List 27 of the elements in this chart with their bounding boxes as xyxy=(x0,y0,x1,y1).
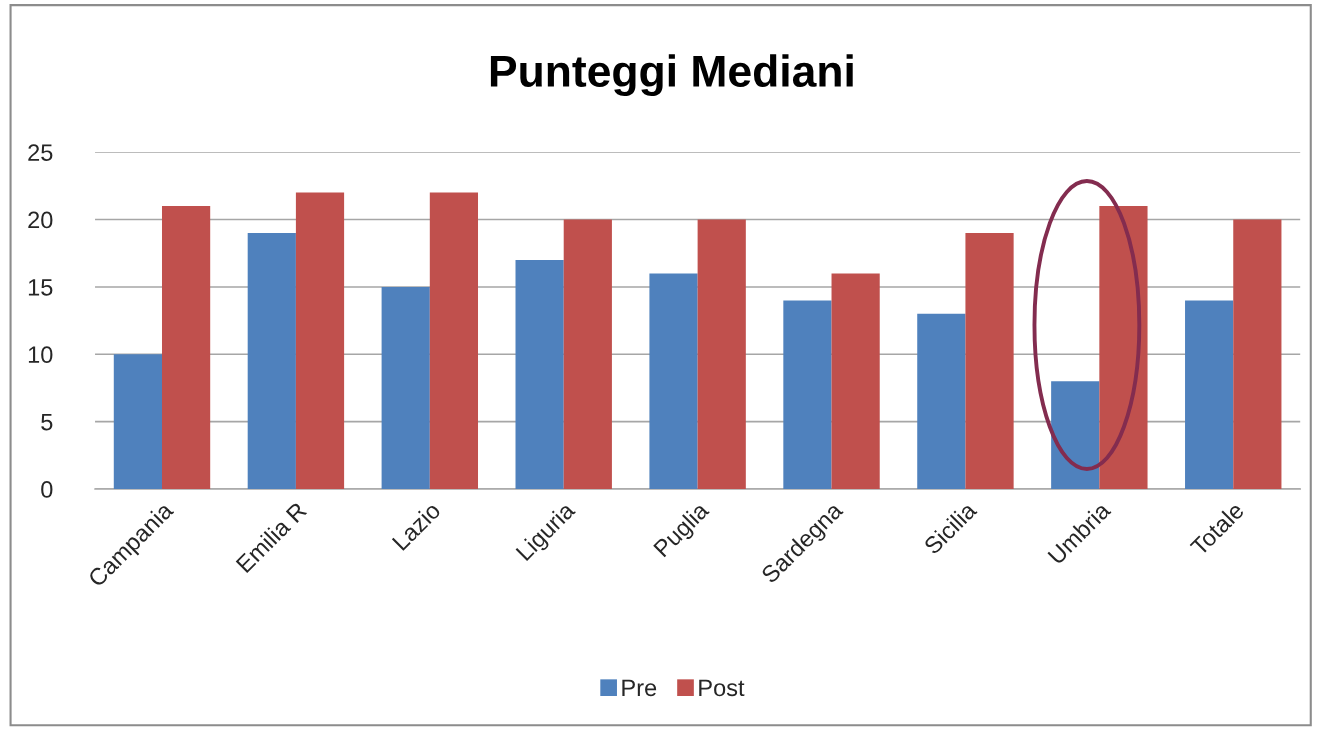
bar xyxy=(783,300,832,489)
legend-label: Pre xyxy=(622,679,657,697)
bar xyxy=(429,192,479,489)
bar xyxy=(113,354,162,489)
y-tick-label: 15 xyxy=(28,279,53,296)
y-tick-label: 0 xyxy=(41,481,53,498)
bar xyxy=(515,259,564,489)
y-tick-label: 20 xyxy=(28,211,53,229)
bar xyxy=(1185,300,1234,489)
bar xyxy=(563,219,612,489)
bar xyxy=(649,273,698,489)
y-tick-label: 5 xyxy=(41,413,53,431)
legend-label: Post xyxy=(699,679,745,697)
y-tick-label: 10 xyxy=(28,346,53,364)
bar xyxy=(917,313,966,489)
y-tick-label: 25 xyxy=(28,144,53,161)
bar xyxy=(965,233,1014,489)
bar xyxy=(697,219,746,489)
bar xyxy=(381,286,430,489)
bar xyxy=(831,273,880,489)
bar xyxy=(1099,206,1148,489)
bar xyxy=(247,233,296,489)
bar xyxy=(295,192,345,489)
bar xyxy=(1051,381,1100,489)
chart-title: Punteggi Mediani xyxy=(490,54,853,96)
bar xyxy=(161,206,211,489)
bar xyxy=(1233,219,1282,489)
